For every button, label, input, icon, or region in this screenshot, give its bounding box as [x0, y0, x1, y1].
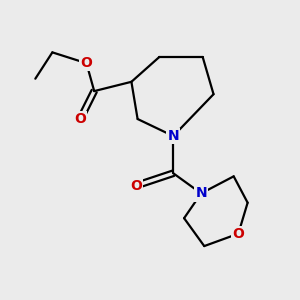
Text: O: O [232, 227, 244, 241]
Text: O: O [74, 112, 86, 126]
Text: O: O [130, 178, 142, 193]
Text: N: N [195, 186, 207, 200]
Text: O: O [80, 56, 92, 70]
Text: N: N [167, 129, 179, 143]
